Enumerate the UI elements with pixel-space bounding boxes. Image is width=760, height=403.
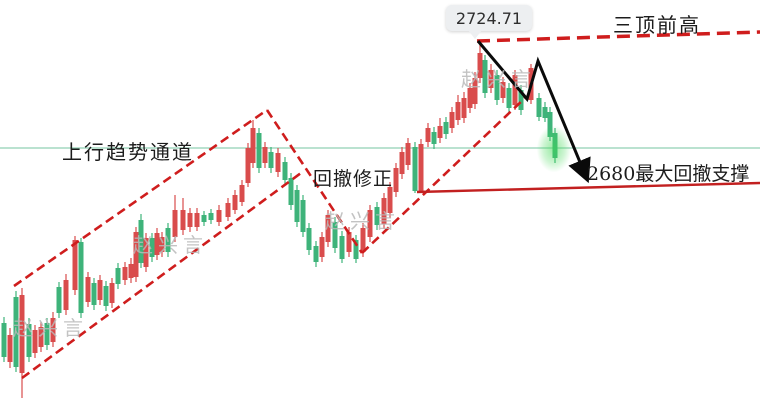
uptrend-channel-label: 上行趋势通道 [62, 140, 194, 164]
support-2680-label: 2680最大回撤支撑 [587, 163, 750, 185]
projection-zigzag-arrow [476, 40, 591, 184]
watermark-text: 赵兴言 [461, 67, 536, 91]
candles-group [1, 42, 558, 398]
watermark-text: 赵兴言 [133, 233, 208, 257]
watermark-text: 赵兴言 [13, 316, 88, 340]
price-tooltip: 2724.71 [446, 5, 532, 39]
pullback-correction-label: 回撤修正 [313, 168, 394, 190]
price-tooltip-value: 2724.71 [455, 8, 523, 28]
triple-top-high-label: 三顶前高 [613, 13, 701, 37]
watermark-text: 赵兴言 [325, 209, 400, 233]
annotation-lines-group [13, 30, 760, 380]
